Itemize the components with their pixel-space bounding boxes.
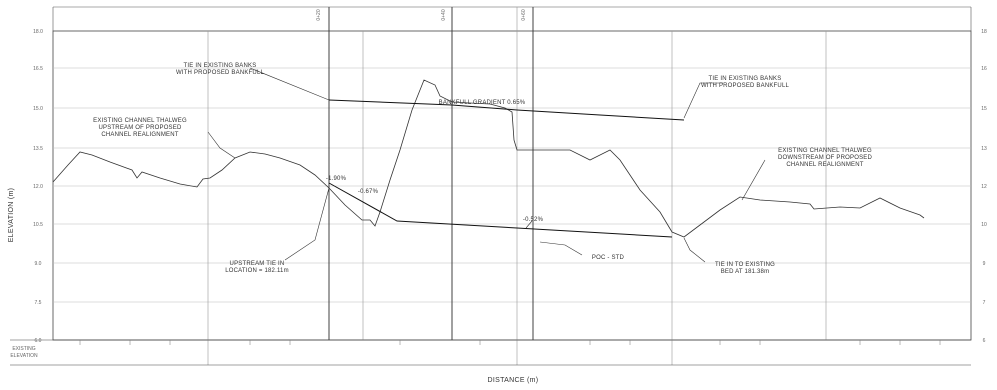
svg-text:13: 13 (981, 146, 987, 152)
svg-text:16.5: 16.5 (33, 66, 43, 72)
svg-text:UPSTREAM OF PROPOSED: UPSTREAM OF PROPOSED (98, 125, 181, 131)
svg-text:10: 10 (981, 222, 987, 228)
section-mark-1: 0+20 (316, 9, 322, 20)
svg-text:TIE IN EXISTING BANKS: TIE IN EXISTING BANKS (184, 63, 257, 69)
svg-text:15: 15 (981, 106, 987, 112)
svg-text:BED AT 181.38m: BED AT 181.38m (721, 269, 770, 275)
svg-text:CHANNEL REALIGNMENT: CHANNEL REALIGNMENT (101, 132, 178, 138)
y-ticks-left: 18.0 16.5 15.0 13.5 12.0 10.5 9.0 7.5 6.… (33, 29, 43, 344)
horizontal-gridlines (53, 67, 971, 303)
svg-text:18: 18 (981, 29, 987, 35)
svg-text:DOWNSTREAM OF PROPOSED: DOWNSTREAM OF PROPOSED (778, 155, 873, 161)
svg-text:18.0: 18.0 (33, 29, 43, 35)
svg-text:16: 16 (981, 66, 987, 72)
svg-text:10.5: 10.5 (33, 222, 43, 228)
annotation-tie-in-banks-left: TIE IN EXISTING BANKS WITH PROPOSED BANK… (176, 63, 265, 76)
svg-text:UPSTREAM TIE IN: UPSTREAM TIE IN (230, 261, 285, 267)
svg-text:7: 7 (983, 300, 986, 306)
bottom-left-label-1: EXISTING (12, 346, 35, 352)
x-axis-label: DISTANCE (m) (488, 377, 539, 384)
annotation-downstream-tie-in: TIE IN TO EXISTING BED AT 181.38m (715, 262, 775, 275)
annotation-thalweg-downstream: EXISTING CHANNEL THALWEG DOWNSTREAM OF P… (778, 148, 873, 168)
svg-text:EXISTING CHANNEL THALWEG: EXISTING CHANNEL THALWEG (778, 148, 872, 154)
annotation-upstream-tie-in: UPSTREAM TIE IN LOCATION = 182.11m (225, 261, 289, 274)
annotation-tie-in-banks-right: TIE IN EXISTING BANKS WITH PROPOSED BANK… (701, 76, 790, 89)
annotation-bankfull-gradient: BANKFULL GRADIENT 0.65% (439, 100, 526, 106)
svg-text:9: 9 (983, 261, 986, 267)
svg-text:12: 12 (981, 184, 987, 190)
existing-ground-profile (52, 79, 925, 238)
svg-text:WITH PROPOSED BANKFULL: WITH PROPOSED BANKFULL (176, 70, 265, 76)
annotation-grade-3: -0.52% (523, 217, 544, 223)
annotation-poc: POC - STD (592, 255, 625, 261)
svg-text:LOCATION = 182.11m: LOCATION = 182.11m (225, 268, 289, 274)
svg-text:CHANNEL REALIGNMENT: CHANNEL REALIGNMENT (786, 162, 863, 168)
section-mark-2: 0+40 (441, 9, 447, 20)
annotation-grade-1: -1.90% (326, 176, 347, 182)
svg-text:7.5: 7.5 (35, 300, 42, 306)
svg-text:TIE IN TO EXISTING: TIE IN TO EXISTING (715, 262, 775, 268)
y-axis-label: ELEVATION (m) (8, 188, 15, 243)
svg-text:13.5: 13.5 (33, 146, 43, 152)
svg-text:TIE IN EXISTING BANKS: TIE IN EXISTING BANKS (709, 76, 782, 82)
svg-text:9.0: 9.0 (35, 261, 42, 267)
annotation-grade-2: -0.67% (358, 189, 379, 195)
svg-text:WITH PROPOSED BANKFULL: WITH PROPOSED BANKFULL (701, 83, 790, 89)
leader-lines (207, 67, 766, 263)
bankfull-line (328, 99, 685, 121)
bottom-left-label-2: ELEVATION (10, 353, 38, 359)
svg-text:6: 6 (983, 338, 986, 344)
svg-text:EXISTING CHANNEL THALWEG: EXISTING CHANNEL THALWEG (93, 118, 187, 124)
annotation-thalweg-upstream: EXISTING CHANNEL THALWEG UPSTREAM OF PRO… (93, 118, 187, 138)
svg-text:6.0: 6.0 (35, 338, 42, 344)
proposed-bed-line (328, 182, 673, 238)
bottom-ticks (79, 340, 941, 345)
svg-text:15.0: 15.0 (33, 106, 43, 112)
y-ticks-right: 18 16 15 13 12 10 9 7 6 (981, 29, 987, 344)
section-mark-3: 0+60 (521, 9, 527, 20)
svg-text:12.0: 12.0 (33, 184, 43, 190)
